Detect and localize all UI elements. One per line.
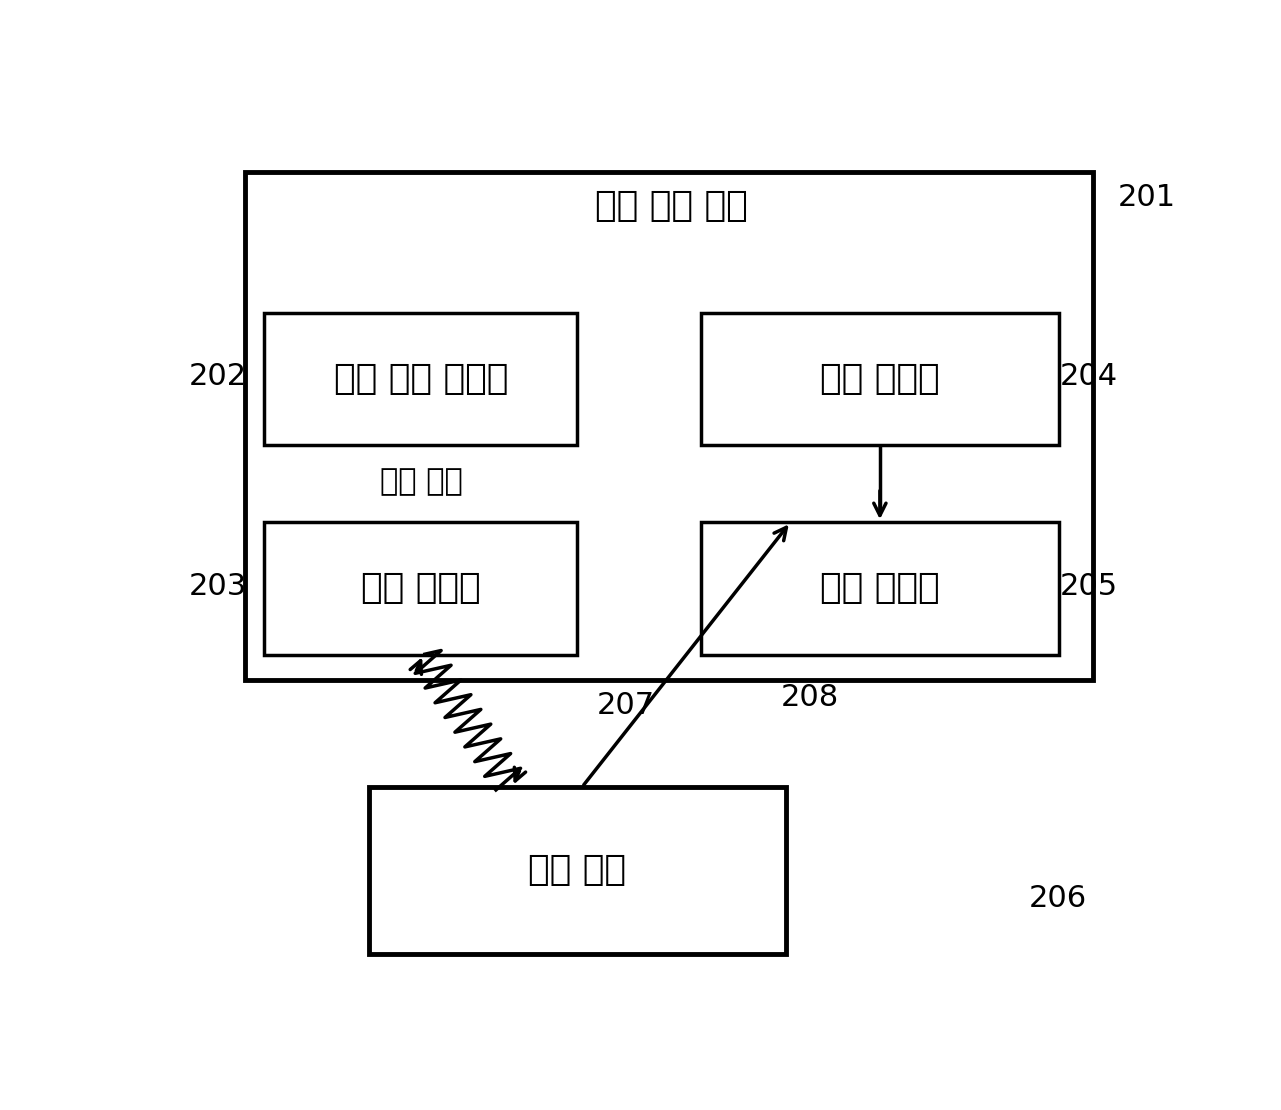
Bar: [701, 313, 1058, 445]
Bar: [701, 522, 1058, 655]
Text: 누출 감지 장치: 누출 감지 장치: [596, 189, 748, 223]
Text: 203: 203: [188, 572, 247, 601]
Text: 신호 검출기: 신호 검출기: [820, 572, 940, 605]
Bar: [264, 313, 576, 445]
Text: 207: 207: [597, 692, 655, 720]
Text: 205: 205: [1059, 572, 1117, 601]
Text: 202: 202: [188, 362, 247, 392]
Text: 이중 구조 레이저: 이중 구조 레이저: [333, 362, 507, 396]
Bar: [245, 172, 1093, 680]
Text: 대상 물질: 대상 물질: [528, 854, 626, 887]
Text: 파장 가변: 파장 가변: [380, 467, 462, 496]
Bar: [369, 787, 785, 953]
Text: 신호 발생기: 신호 발생기: [361, 572, 480, 605]
Text: 신호 처리기: 신호 처리기: [820, 362, 940, 396]
Text: 204: 204: [1059, 362, 1117, 392]
Text: 201: 201: [1118, 183, 1176, 212]
Text: 206: 206: [1029, 884, 1086, 912]
Bar: [264, 522, 576, 655]
Text: 208: 208: [780, 683, 839, 712]
